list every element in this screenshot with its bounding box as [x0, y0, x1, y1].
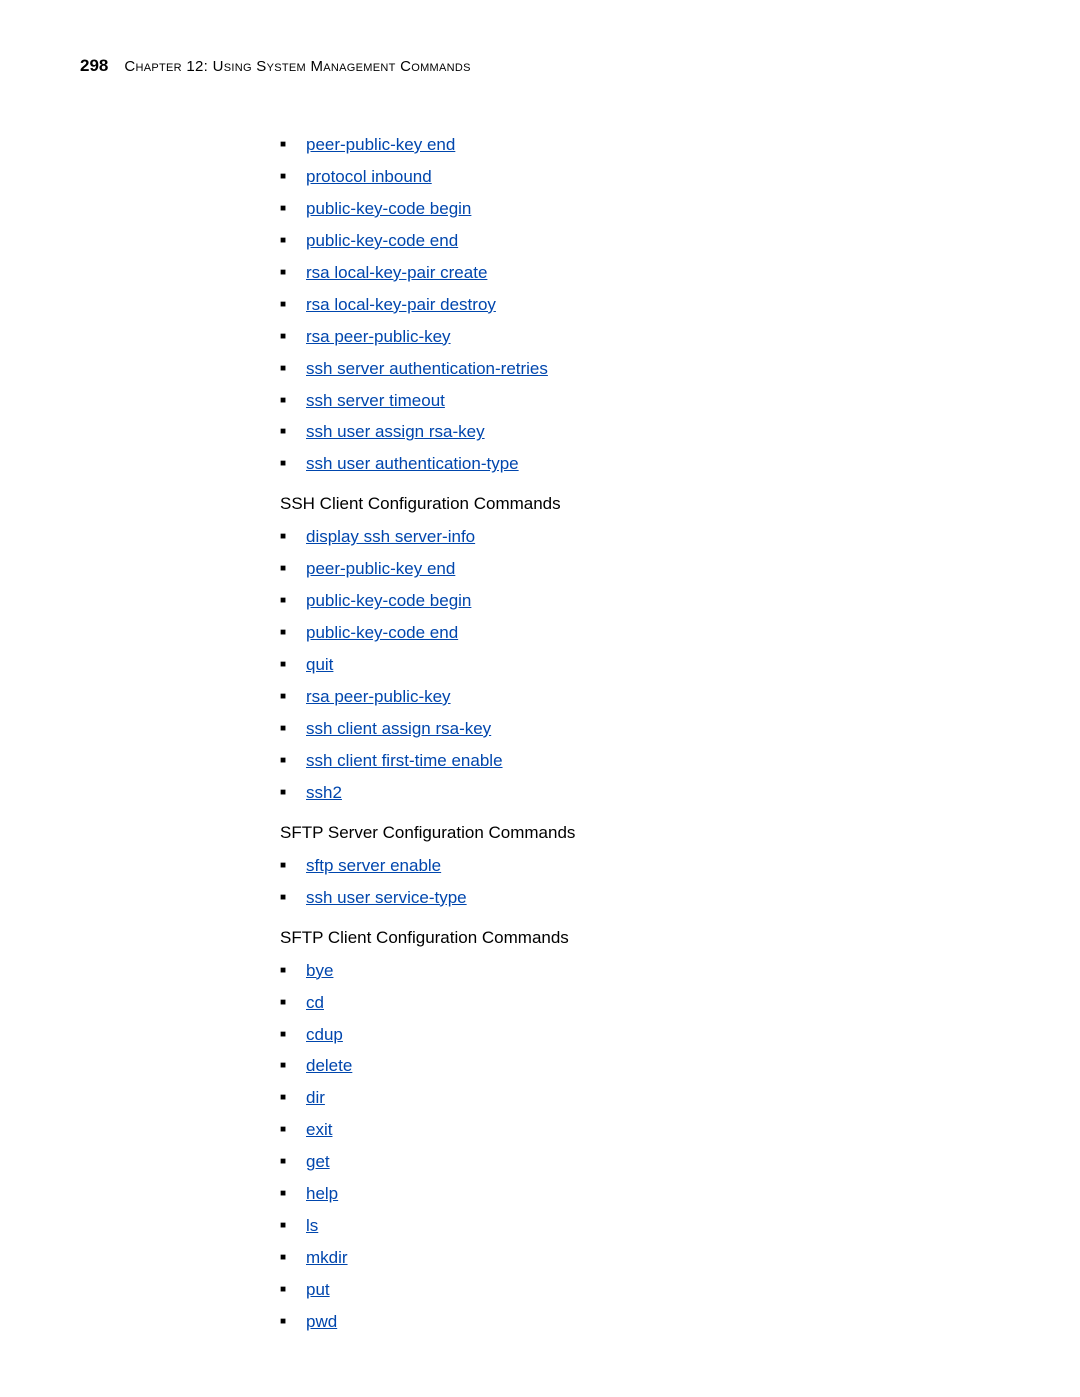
command-link[interactable]: rsa peer-public-key — [306, 327, 451, 346]
list-item: ssh2 — [280, 782, 1000, 805]
list-item: ssh server timeout — [280, 390, 1000, 413]
list-item: rsa local-key-pair create — [280, 262, 1000, 285]
list-item: mkdir — [280, 1247, 1000, 1270]
page-header: 298 Chapter 12: Using System Management … — [80, 56, 1000, 76]
list-item: peer-public-key end — [280, 558, 1000, 581]
command-link[interactable]: protocol inbound — [306, 167, 432, 186]
list-item: ssh client assign rsa-key — [280, 718, 1000, 741]
command-link[interactable]: exit — [306, 1120, 332, 1139]
chapter-title: Chapter 12: Using System Management Comm… — [124, 58, 470, 75]
content-area: peer-public-key end protocol inbound pub… — [280, 134, 1000, 1334]
list-item: bye — [280, 960, 1000, 983]
section-heading: SFTP Client Configuration Commands — [280, 928, 1000, 948]
section-heading: SFTP Server Configuration Commands — [280, 823, 1000, 843]
command-link[interactable]: put — [306, 1280, 330, 1299]
list-item: ssh server authentication-retries — [280, 358, 1000, 381]
command-link[interactable]: public-key-code begin — [306, 199, 471, 218]
command-link[interactable]: rsa local-key-pair destroy — [306, 295, 496, 314]
command-link[interactable]: ssh client assign rsa-key — [306, 719, 491, 738]
list-item: put — [280, 1279, 1000, 1302]
list-item: pwd — [280, 1311, 1000, 1334]
command-link[interactable]: quit — [306, 655, 333, 674]
command-link[interactable]: cdup — [306, 1025, 343, 1044]
command-list: bye cd cdup delete dir exit get help ls … — [280, 960, 1000, 1334]
command-list: display ssh server-info peer-public-key … — [280, 526, 1000, 804]
command-link[interactable]: pwd — [306, 1312, 337, 1331]
list-item: dir — [280, 1087, 1000, 1110]
page-number: 298 — [80, 56, 108, 76]
command-link[interactable]: ssh server authentication-retries — [306, 359, 548, 378]
list-item: ssh user service-type — [280, 887, 1000, 910]
list-item: public-key-code begin — [280, 198, 1000, 221]
command-link[interactable]: ls — [306, 1216, 318, 1235]
command-link[interactable]: help — [306, 1184, 338, 1203]
command-link[interactable]: bye — [306, 961, 333, 980]
list-item: rsa local-key-pair destroy — [280, 294, 1000, 317]
list-item: ssh user assign rsa-key — [280, 421, 1000, 444]
list-item: ssh user authentication-type — [280, 453, 1000, 476]
command-link[interactable]: public-key-code end — [306, 623, 458, 642]
document-page: 298 Chapter 12: Using System Management … — [0, 0, 1080, 1392]
command-link[interactable]: mkdir — [306, 1248, 348, 1267]
command-link[interactable]: ssh user assign rsa-key — [306, 422, 485, 441]
list-item: ssh client first-time enable — [280, 750, 1000, 773]
list-item: delete — [280, 1055, 1000, 1078]
list-item: get — [280, 1151, 1000, 1174]
command-link[interactable]: rsa local-key-pair create — [306, 263, 487, 282]
command-link[interactable]: ssh server timeout — [306, 391, 445, 410]
list-item: rsa peer-public-key — [280, 686, 1000, 709]
command-link[interactable]: peer-public-key end — [306, 135, 455, 154]
command-link[interactable]: dir — [306, 1088, 325, 1107]
list-item: protocol inbound — [280, 166, 1000, 189]
list-item: display ssh server-info — [280, 526, 1000, 549]
command-list: peer-public-key end protocol inbound pub… — [280, 134, 1000, 476]
list-item: quit — [280, 654, 1000, 677]
command-list: sftp server enable ssh user service-type — [280, 855, 1000, 910]
list-item: rsa peer-public-key — [280, 326, 1000, 349]
list-item: exit — [280, 1119, 1000, 1142]
command-link[interactable]: ssh user service-type — [306, 888, 467, 907]
list-item: public-key-code end — [280, 230, 1000, 253]
command-link[interactable]: display ssh server-info — [306, 527, 475, 546]
command-link[interactable]: ssh2 — [306, 783, 342, 802]
command-link[interactable]: delete — [306, 1056, 352, 1075]
list-item: cd — [280, 992, 1000, 1015]
command-link[interactable]: public-key-code begin — [306, 591, 471, 610]
list-item: ls — [280, 1215, 1000, 1238]
command-link[interactable]: get — [306, 1152, 330, 1171]
list-item: cdup — [280, 1024, 1000, 1047]
command-link[interactable]: public-key-code end — [306, 231, 458, 250]
command-link[interactable]: sftp server enable — [306, 856, 441, 875]
command-link[interactable]: cd — [306, 993, 324, 1012]
list-item: public-key-code begin — [280, 590, 1000, 613]
command-link[interactable]: peer-public-key end — [306, 559, 455, 578]
list-item: public-key-code end — [280, 622, 1000, 645]
command-link[interactable]: ssh client first-time enable — [306, 751, 503, 770]
command-link[interactable]: rsa peer-public-key — [306, 687, 451, 706]
section-heading: SSH Client Configuration Commands — [280, 494, 1000, 514]
command-link[interactable]: ssh user authentication-type — [306, 454, 519, 473]
list-item: help — [280, 1183, 1000, 1206]
list-item: sftp server enable — [280, 855, 1000, 878]
list-item: peer-public-key end — [280, 134, 1000, 157]
